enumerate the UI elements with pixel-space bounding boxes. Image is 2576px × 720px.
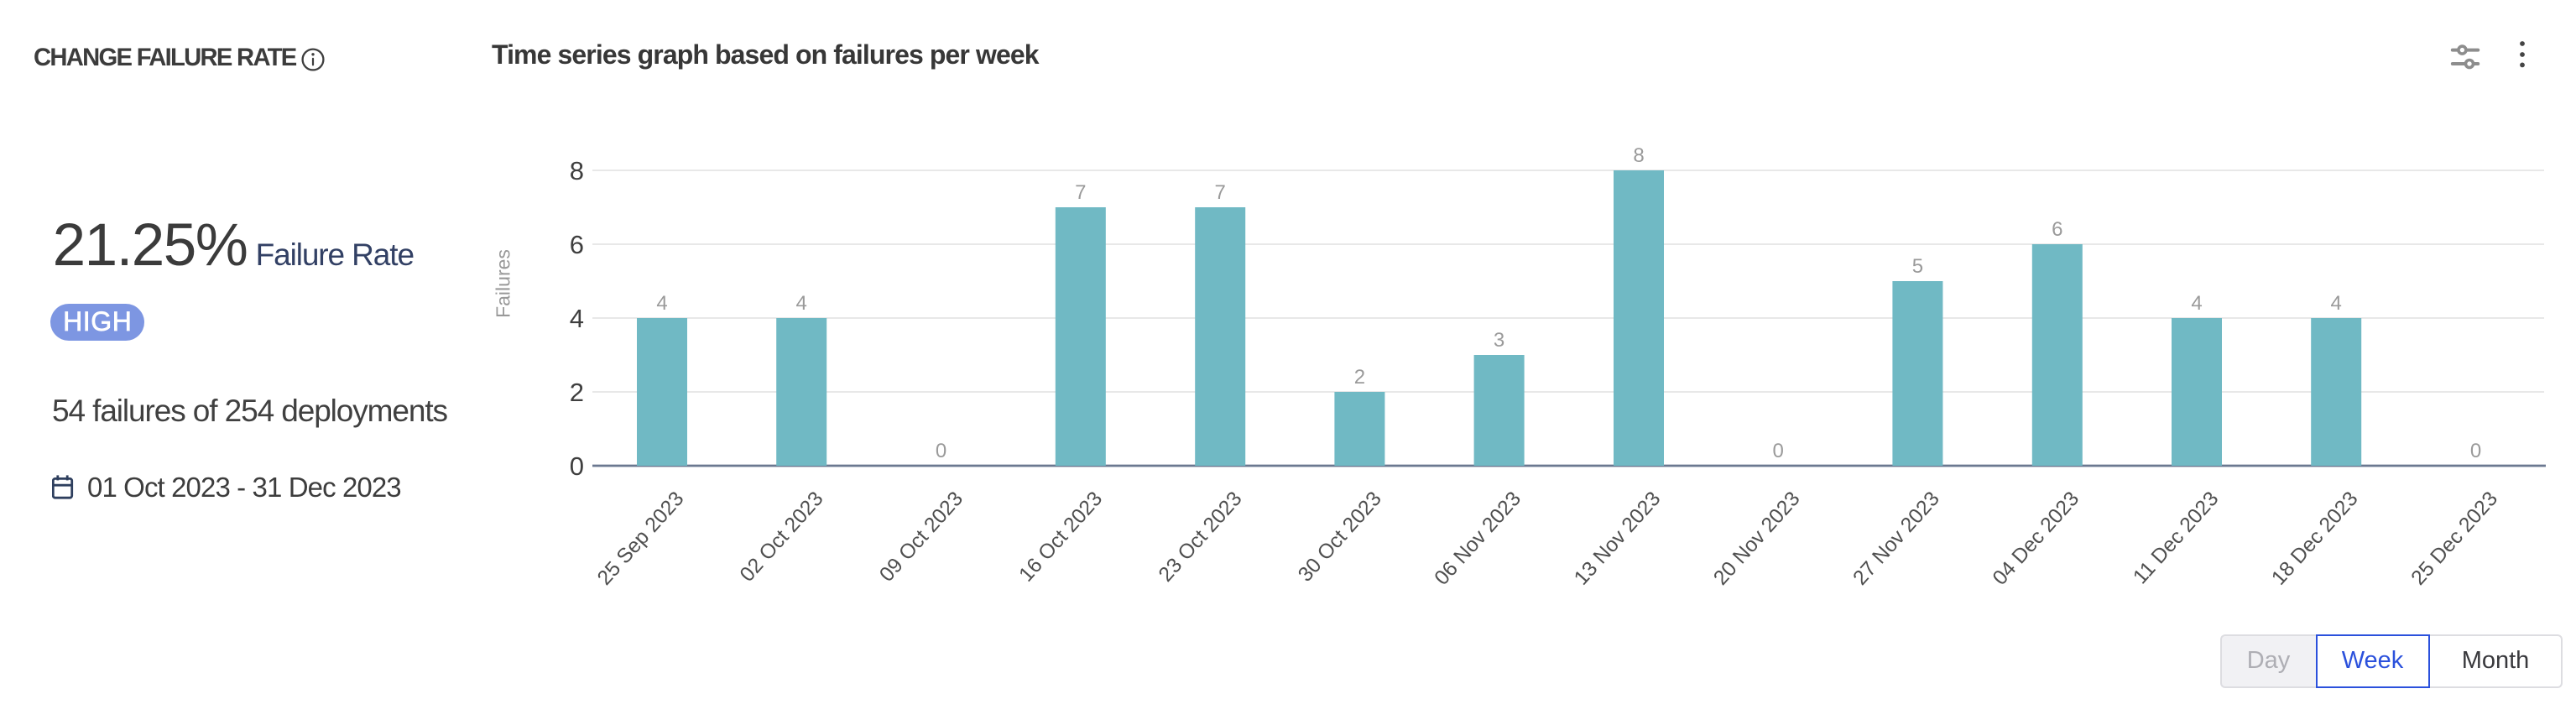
svg-text:2: 2	[570, 378, 584, 407]
svg-text:23 Oct 2023: 23 Oct 2023	[1155, 488, 1247, 587]
svg-text:20 Nov 2023: 20 Nov 2023	[1709, 488, 1804, 590]
svg-text:Failures: Failures	[493, 249, 514, 318]
svg-text:4: 4	[656, 292, 667, 315]
svg-text:18 Dec 2023: 18 Dec 2023	[2267, 488, 2362, 590]
svg-text:11 Dec 2023: 11 Dec 2023	[2129, 488, 2223, 588]
svg-text:7: 7	[1215, 181, 1226, 204]
svg-text:09 Oct 2023: 09 Oct 2023	[875, 488, 967, 587]
svg-text:2: 2	[1354, 366, 1365, 389]
svg-text:04 Dec 2023: 04 Dec 2023	[1989, 488, 2083, 590]
svg-text:7: 7	[1075, 181, 1086, 204]
svg-text:0: 0	[1773, 440, 1784, 462]
svg-text:5: 5	[1912, 255, 1923, 278]
svg-text:0: 0	[2470, 440, 2481, 462]
svg-text:27 Nov 2023: 27 Nov 2023	[1849, 488, 1943, 590]
svg-text:4: 4	[796, 292, 807, 315]
svg-text:16 Oct 2023: 16 Oct 2023	[1015, 488, 1108, 587]
svg-text:8: 8	[1633, 144, 1644, 167]
svg-text:3: 3	[1494, 329, 1504, 352]
svg-text:30 Oct 2023: 30 Oct 2023	[1294, 488, 1386, 587]
svg-text:6: 6	[570, 230, 584, 259]
svg-text:06 Nov 2023: 06 Nov 2023	[1431, 488, 1525, 590]
svg-text:0: 0	[570, 451, 584, 481]
svg-text:4: 4	[2331, 292, 2342, 315]
svg-text:4: 4	[570, 304, 584, 333]
svg-text:25 Dec 2023: 25 Dec 2023	[2407, 488, 2502, 590]
svg-text:8: 8	[570, 156, 584, 185]
svg-text:4: 4	[2191, 292, 2202, 315]
svg-text:25 Sep 2023: 25 Sep 2023	[593, 488, 688, 590]
svg-text:13 Nov 2023: 13 Nov 2023	[1570, 488, 1665, 590]
svg-text:6: 6	[2052, 218, 2062, 241]
svg-text:0: 0	[936, 440, 946, 462]
svg-text:02 Oct 2023: 02 Oct 2023	[736, 488, 828, 587]
